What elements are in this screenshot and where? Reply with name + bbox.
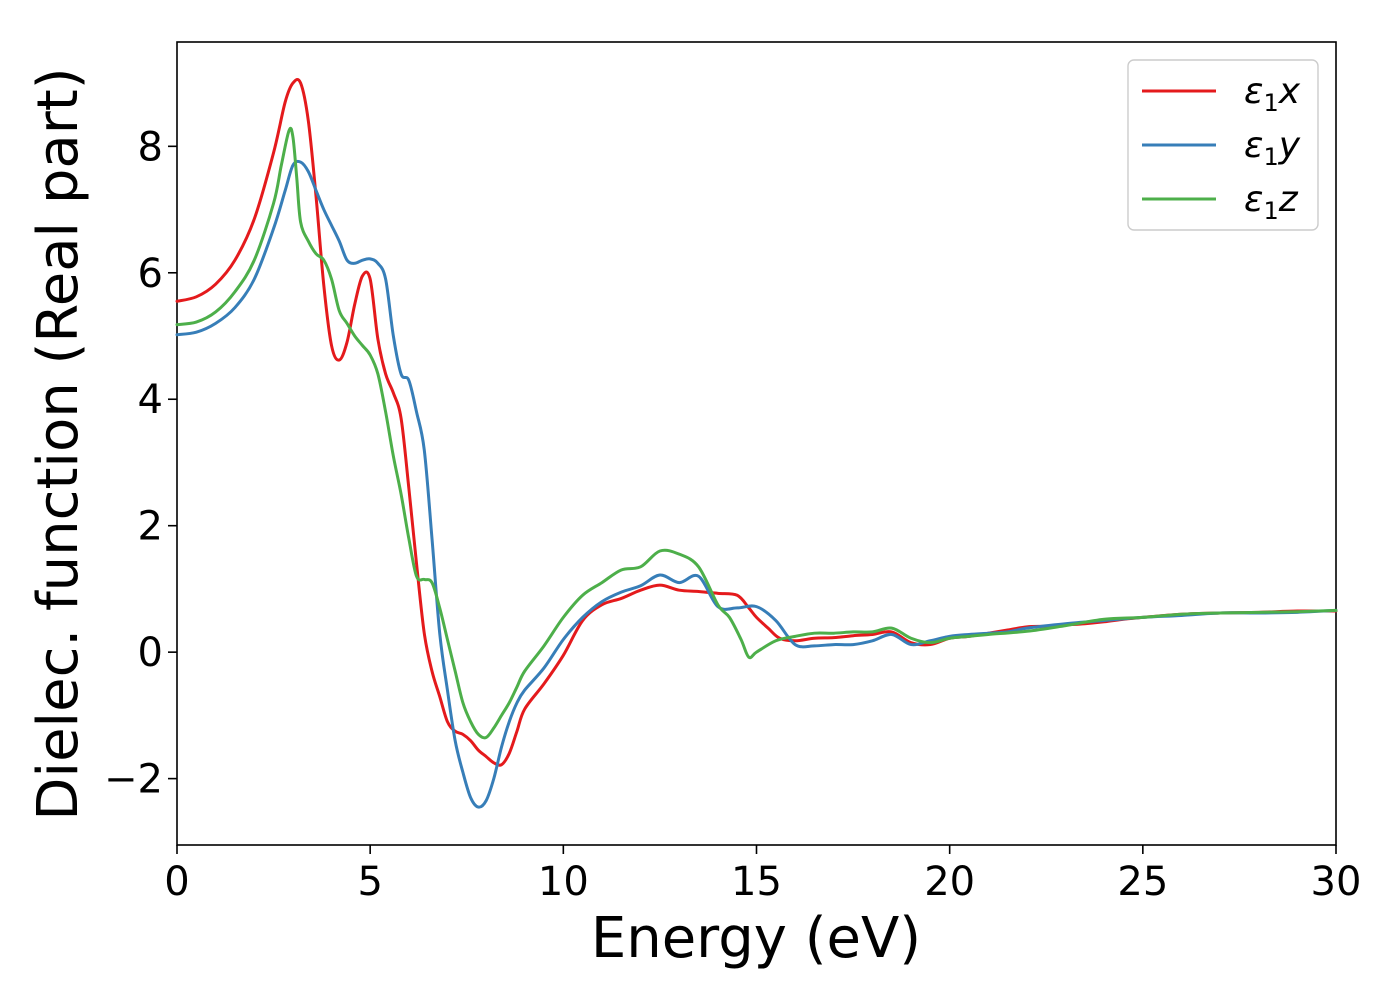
- series-line-z: [175, 126, 1338, 740]
- legend-label-x: ε1x: [1244, 71, 1301, 117]
- x-tick-label: 0: [164, 859, 189, 905]
- series-layer: [175, 77, 1338, 809]
- y-tick-label: 0: [138, 630, 163, 676]
- y-tick-label: −2: [104, 757, 163, 803]
- y-axis-label: Dielec. function (Real part): [26, 67, 91, 820]
- x-tick-label: 30: [1311, 859, 1362, 905]
- y-tick-label: 4: [138, 377, 163, 423]
- x-axis-label: Energy (eV): [591, 906, 921, 971]
- legend-label-z: ε1z: [1244, 179, 1299, 225]
- x-tick-label: 20: [924, 859, 975, 905]
- x-tick-label: 25: [1117, 859, 1168, 905]
- legend: ε1x ε1y ε1z: [1127, 59, 1319, 231]
- x-tick-label: 10: [538, 859, 589, 905]
- tick-layer: 0 5 10 15 20 25 30 −2 0 2 4 6 8: [104, 124, 1361, 905]
- y-tick-label: 6: [138, 251, 163, 297]
- x-tick-label: 5: [357, 859, 382, 905]
- y-tick-label: 8: [138, 124, 163, 170]
- series-line-y: [175, 159, 1338, 809]
- legend-label-y: ε1y: [1244, 125, 1301, 171]
- legend-box: [1127, 59, 1319, 231]
- x-tick-label: 15: [731, 859, 782, 905]
- y-tick-label: 2: [138, 504, 163, 550]
